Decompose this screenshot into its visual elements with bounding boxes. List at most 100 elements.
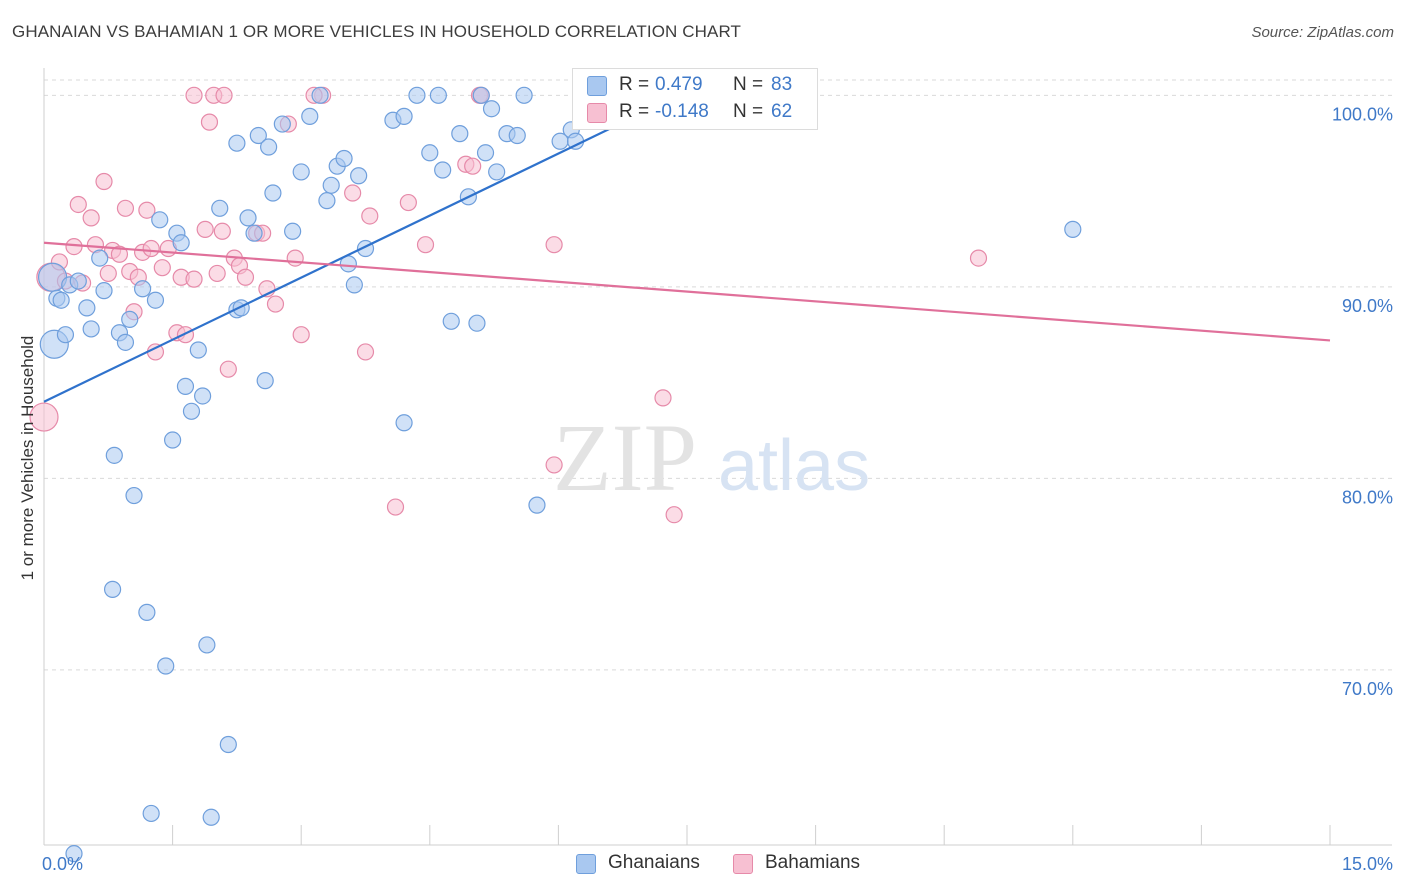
- ghanaian-point: [515, 86, 533, 104]
- legend-n-value: 83: [771, 74, 793, 95]
- ghanaian-point: [335, 149, 353, 168]
- bahamian-point: [153, 259, 171, 277]
- ghanaian-point: [318, 192, 336, 210]
- bahamians-trend-line: [43, 241, 1331, 342]
- tick-labels: 70.0% 80.0% 90.0% 100.0% 0.0% 15.0%: [42, 104, 1393, 874]
- ghanaian-point: [395, 107, 413, 125]
- bahamian-point: [110, 245, 129, 263]
- ghanaian-point: [157, 657, 175, 675]
- ghanaian-point: [482, 100, 501, 118]
- ghanaian-point: [488, 163, 506, 181]
- legend-n-label: N =: [733, 101, 764, 122]
- bahamian-point: [69, 195, 87, 214]
- bahamian-point: [65, 238, 83, 256]
- ghanaian-point: [1064, 220, 1082, 238]
- bahamian-point: [292, 326, 310, 344]
- ghanaian-point: [350, 167, 368, 185]
- bahamian-point: [82, 209, 100, 227]
- ghanaian-point: [182, 402, 201, 420]
- ghanaian-point: [249, 126, 267, 145]
- ghanaians-points: [37, 84, 1082, 863]
- bahamian-point: [95, 172, 113, 191]
- ghanaian-point: [52, 291, 70, 309]
- bahamian-point: [142, 239, 160, 258]
- y-tick-label: 100.0%: [1332, 104, 1393, 124]
- ghanaian-point: [65, 845, 83, 863]
- bahamian-point: [654, 389, 672, 407]
- y-tick-label: 90.0%: [1342, 296, 1393, 316]
- ghanaian-point: [345, 276, 363, 294]
- ghanaian-point: [91, 249, 109, 267]
- ghanaian-point: [116, 333, 135, 351]
- ghanaian-point: [322, 176, 340, 194]
- ghanaian-point: [468, 314, 486, 332]
- x-tick-label: 0.0%: [42, 854, 83, 874]
- bahamian-point: [344, 184, 362, 202]
- ghanaian-point: [194, 387, 212, 405]
- ghanaian-point: [451, 125, 469, 143]
- ghanaian-point: [95, 282, 113, 300]
- bahamian-point: [99, 264, 117, 283]
- ghanaian-point: [284, 222, 302, 240]
- y-axis-label: 1 or more Vehicles in Household: [18, 335, 37, 581]
- ghanaian-point: [442, 312, 460, 330]
- bahamian-point: [361, 207, 379, 225]
- bahamian-point: [416, 236, 435, 254]
- ghanaian-point: [78, 299, 96, 317]
- ghanaian-point: [56, 326, 75, 344]
- ghanaian-point: [476, 144, 495, 162]
- ghanaian-point: [264, 184, 282, 202]
- bahamian-point: [215, 86, 233, 104]
- ghanaian-point: [189, 341, 207, 359]
- watermark-zip: ZIP: [553, 404, 697, 511]
- axes: [43, 68, 1392, 846]
- legend-label-bahamians: Bahamians: [765, 852, 861, 873]
- ghanaian-point: [142, 804, 160, 823]
- legend-r-value: -0.148: [655, 101, 709, 122]
- bahamian-point: [969, 249, 988, 267]
- bahamian-point: [399, 193, 417, 212]
- ghanaian-point: [172, 234, 190, 252]
- legend-swatch-blue: [576, 854, 596, 874]
- bahamian-point: [196, 220, 214, 238]
- chart-title: GHANAIAN VS BAHAMIAN 1 OR MORE VEHICLES …: [12, 22, 742, 41]
- legend-n-label: N =: [733, 74, 764, 95]
- bahamian-point: [545, 456, 563, 474]
- bahamian-point: [176, 326, 195, 344]
- ghanaian-point: [239, 209, 257, 227]
- y-tick-label: 80.0%: [1342, 487, 1393, 507]
- legend-swatch-blue: [587, 76, 607, 96]
- ghanaian-point: [228, 134, 246, 152]
- ghanaian-point: [472, 86, 490, 104]
- ghanaian-point: [232, 299, 250, 317]
- bahamian-point: [185, 270, 203, 288]
- ghanaian-point: [164, 431, 182, 449]
- ghanaian-point: [211, 199, 229, 217]
- ghanaian-point: [105, 446, 123, 464]
- ghanaian-point: [121, 310, 139, 328]
- bahamian-point: [236, 268, 255, 286]
- ghanaian-point: [82, 320, 100, 338]
- bahamian-point: [266, 295, 285, 313]
- legend-label-ghanaians: Ghanaians: [608, 852, 700, 873]
- ghanaian-point: [408, 86, 426, 104]
- ghanaian-point: [434, 161, 452, 179]
- watermark: ZIP atlas: [553, 404, 870, 511]
- legend-swatch-pink: [587, 103, 607, 123]
- legend-swatch-pink: [733, 854, 753, 874]
- ghanaian-point: [395, 414, 413, 432]
- ghanaian-point: [198, 636, 216, 654]
- watermark-atlas: atlas: [718, 426, 870, 506]
- source-label: Source: ZipAtlas.com: [1251, 24, 1394, 41]
- ghanaians-trend-line: [43, 90, 688, 403]
- ghanaian-point: [256, 372, 274, 390]
- ghanaian-point: [528, 496, 546, 514]
- x-tick-label: 15.0%: [1342, 854, 1393, 874]
- bahamian-point: [185, 86, 203, 104]
- ghanaian-point: [146, 291, 165, 309]
- ghanaian-point: [69, 272, 87, 290]
- stats-legend: R = 0.479 N = 83 R = -0.148 N = 62: [572, 68, 818, 130]
- bahamian-point: [138, 201, 156, 219]
- bahamian-point: [219, 360, 237, 378]
